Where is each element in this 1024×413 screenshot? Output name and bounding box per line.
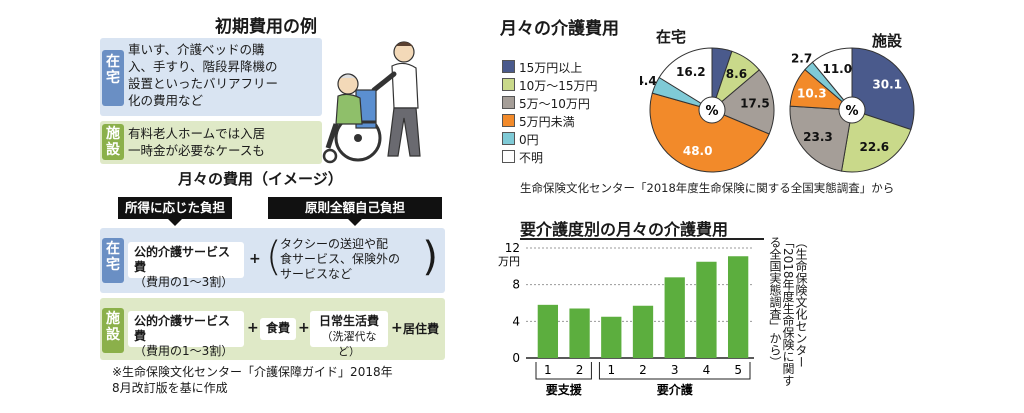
income-based-header: 所得に応じた負担	[118, 197, 232, 219]
facility-initial-band	[100, 121, 322, 164]
x-tick-label: 1	[544, 363, 552, 377]
bar	[569, 308, 590, 358]
pie-value-label: 10.3	[797, 87, 827, 101]
group-label: 要介護	[657, 382, 694, 397]
facility-initial-label: 施設	[102, 124, 124, 160]
pie-slice	[789, 105, 853, 172]
pie-value-label: 22.6	[860, 140, 890, 154]
bar-title-underline	[520, 238, 764, 240]
source-note: ※生命保険文化センター「介護保障ガイド」2018年 8月改訂版を基に作成	[112, 365, 393, 395]
bar	[727, 256, 749, 358]
home-initial-label: 在宅	[102, 50, 124, 106]
pie-source: 生命保険文化センター「2018年度生命保険に関する全国実態調査」から	[520, 181, 895, 195]
home-public-care-box: 公的介護サービス費 （費用の1～3割）	[128, 242, 244, 289]
legend-swatch	[502, 78, 515, 91]
y-tick-label: 12	[505, 241, 520, 255]
home-initial-band	[100, 38, 322, 116]
bar-chart-title: 要介護度別の月々の介護費用	[520, 220, 729, 239]
legend-item: 5万円未満	[502, 114, 575, 129]
x-tick-label: 5	[734, 363, 742, 377]
pie-value-label: 16.2	[676, 65, 706, 79]
bar-source-vertical: （生命保険文化センター「2018年度生命保険に関する全国実態調査」から）	[768, 236, 808, 387]
pie-center	[838, 96, 866, 124]
legend-swatch	[502, 60, 515, 73]
legend-swatch	[502, 132, 515, 145]
y-tick-label: 8	[512, 278, 520, 292]
group-bracket	[598, 362, 751, 380]
legend-swatch	[502, 114, 515, 127]
legend-item: 10万～15万円	[502, 78, 598, 93]
elderly-person	[325, 73, 363, 149]
x-tick-label: 4	[703, 363, 711, 377]
close-paren: )	[422, 234, 438, 280]
legend-swatch	[502, 96, 515, 109]
legend-item: 15万円以上	[502, 60, 582, 75]
self-pay-arrow	[348, 219, 362, 226]
home-initial-text: 車いす、介護ベッドの購 入、手すり、階段昇降機の 設置といったバリアフリー 化の…	[128, 42, 279, 108]
facility-pie-title: 施設	[872, 32, 903, 50]
pie-slice	[840, 109, 912, 173]
plus-sign: +	[298, 320, 310, 336]
self-pay-header: 原則全額自己負担	[268, 197, 442, 219]
monthly-care-cost-title: 月々の介護費用	[500, 19, 619, 39]
bar	[664, 277, 685, 358]
legend-item: 5万～10万円	[502, 96, 590, 111]
pie-slice	[649, 92, 770, 173]
pie-slice	[851, 47, 915, 131]
open-paren: (	[266, 234, 282, 280]
pie-value-label: 5.2	[713, 38, 734, 46]
y-tick-label: 4	[512, 314, 520, 328]
y-tick-label: 0	[512, 351, 520, 365]
home-monthly-label: 在宅	[102, 238, 124, 283]
caregiver-figure	[371, 41, 421, 157]
facility-monthly-label: 施設	[102, 308, 124, 353]
legend-item: 0円	[502, 132, 539, 147]
pie-value-label: 48.0	[683, 144, 713, 158]
x-tick-label: 2	[576, 363, 584, 377]
pie-value-label: 11.0	[822, 62, 852, 76]
daily-living-box: 日常生活費 （洗濯代など）	[310, 311, 388, 358]
initial-cost-title: 初期費用の例	[215, 17, 317, 37]
group-bracket	[535, 362, 592, 380]
bar	[537, 304, 559, 358]
bar	[696, 261, 717, 358]
residence-cost: 居住費	[403, 322, 440, 336]
legend-swatch	[502, 150, 515, 163]
pie-percent-sign: %	[845, 104, 858, 119]
pie-value-label: 8.6	[726, 67, 747, 81]
food-cost-box: 食費	[260, 318, 296, 340]
pie-value-label: 17.5	[740, 96, 770, 110]
facility-initial-text: 有料老人ホームでは入居 一時金が必要なケースも	[128, 126, 266, 158]
bar	[601, 316, 622, 358]
pie-percent-sign: %	[705, 104, 718, 119]
facility-public-care-box: 公的介護サービス費 （費用の1～3割）	[128, 311, 244, 358]
pie-value-label: 4.4	[640, 74, 657, 88]
plus-sign: +	[247, 320, 259, 336]
y-axis-unit: 万円	[498, 255, 520, 268]
pie-value-label: 30.1	[872, 78, 902, 92]
x-tick-label: 3	[671, 363, 679, 377]
home-extra-services: ( タクシーの送迎や配 食サービス、保険外の サービスなど )	[266, 234, 438, 281]
home-pie-title: 在宅	[656, 28, 687, 46]
monthly-cost-image-title: 月々の費用（イメージ）	[178, 170, 343, 188]
income-based-arrow	[168, 219, 182, 226]
group-label: 要支援	[546, 382, 583, 397]
plus-sign: +	[391, 320, 403, 336]
plus-sign: +	[249, 251, 261, 267]
legend-item: 不明	[502, 150, 543, 165]
pie-value-label: 23.3	[803, 130, 833, 144]
pie-slice	[658, 47, 713, 111]
x-tick-label: 1	[607, 363, 615, 377]
bar	[632, 305, 654, 358]
pie-slice	[711, 69, 775, 135]
wheelchair-caregiver-illustration	[322, 41, 421, 164]
pie-center	[698, 96, 726, 124]
x-tick-label: 2	[639, 363, 647, 377]
pie-value-label: 2.7	[791, 52, 812, 66]
pie-slice	[811, 47, 853, 112]
pie-charts: 5.2 8.6 17.5 48.0 4.4 16.2% 30.1 22.6 23.3 10.3 2.…	[640, 38, 915, 173]
